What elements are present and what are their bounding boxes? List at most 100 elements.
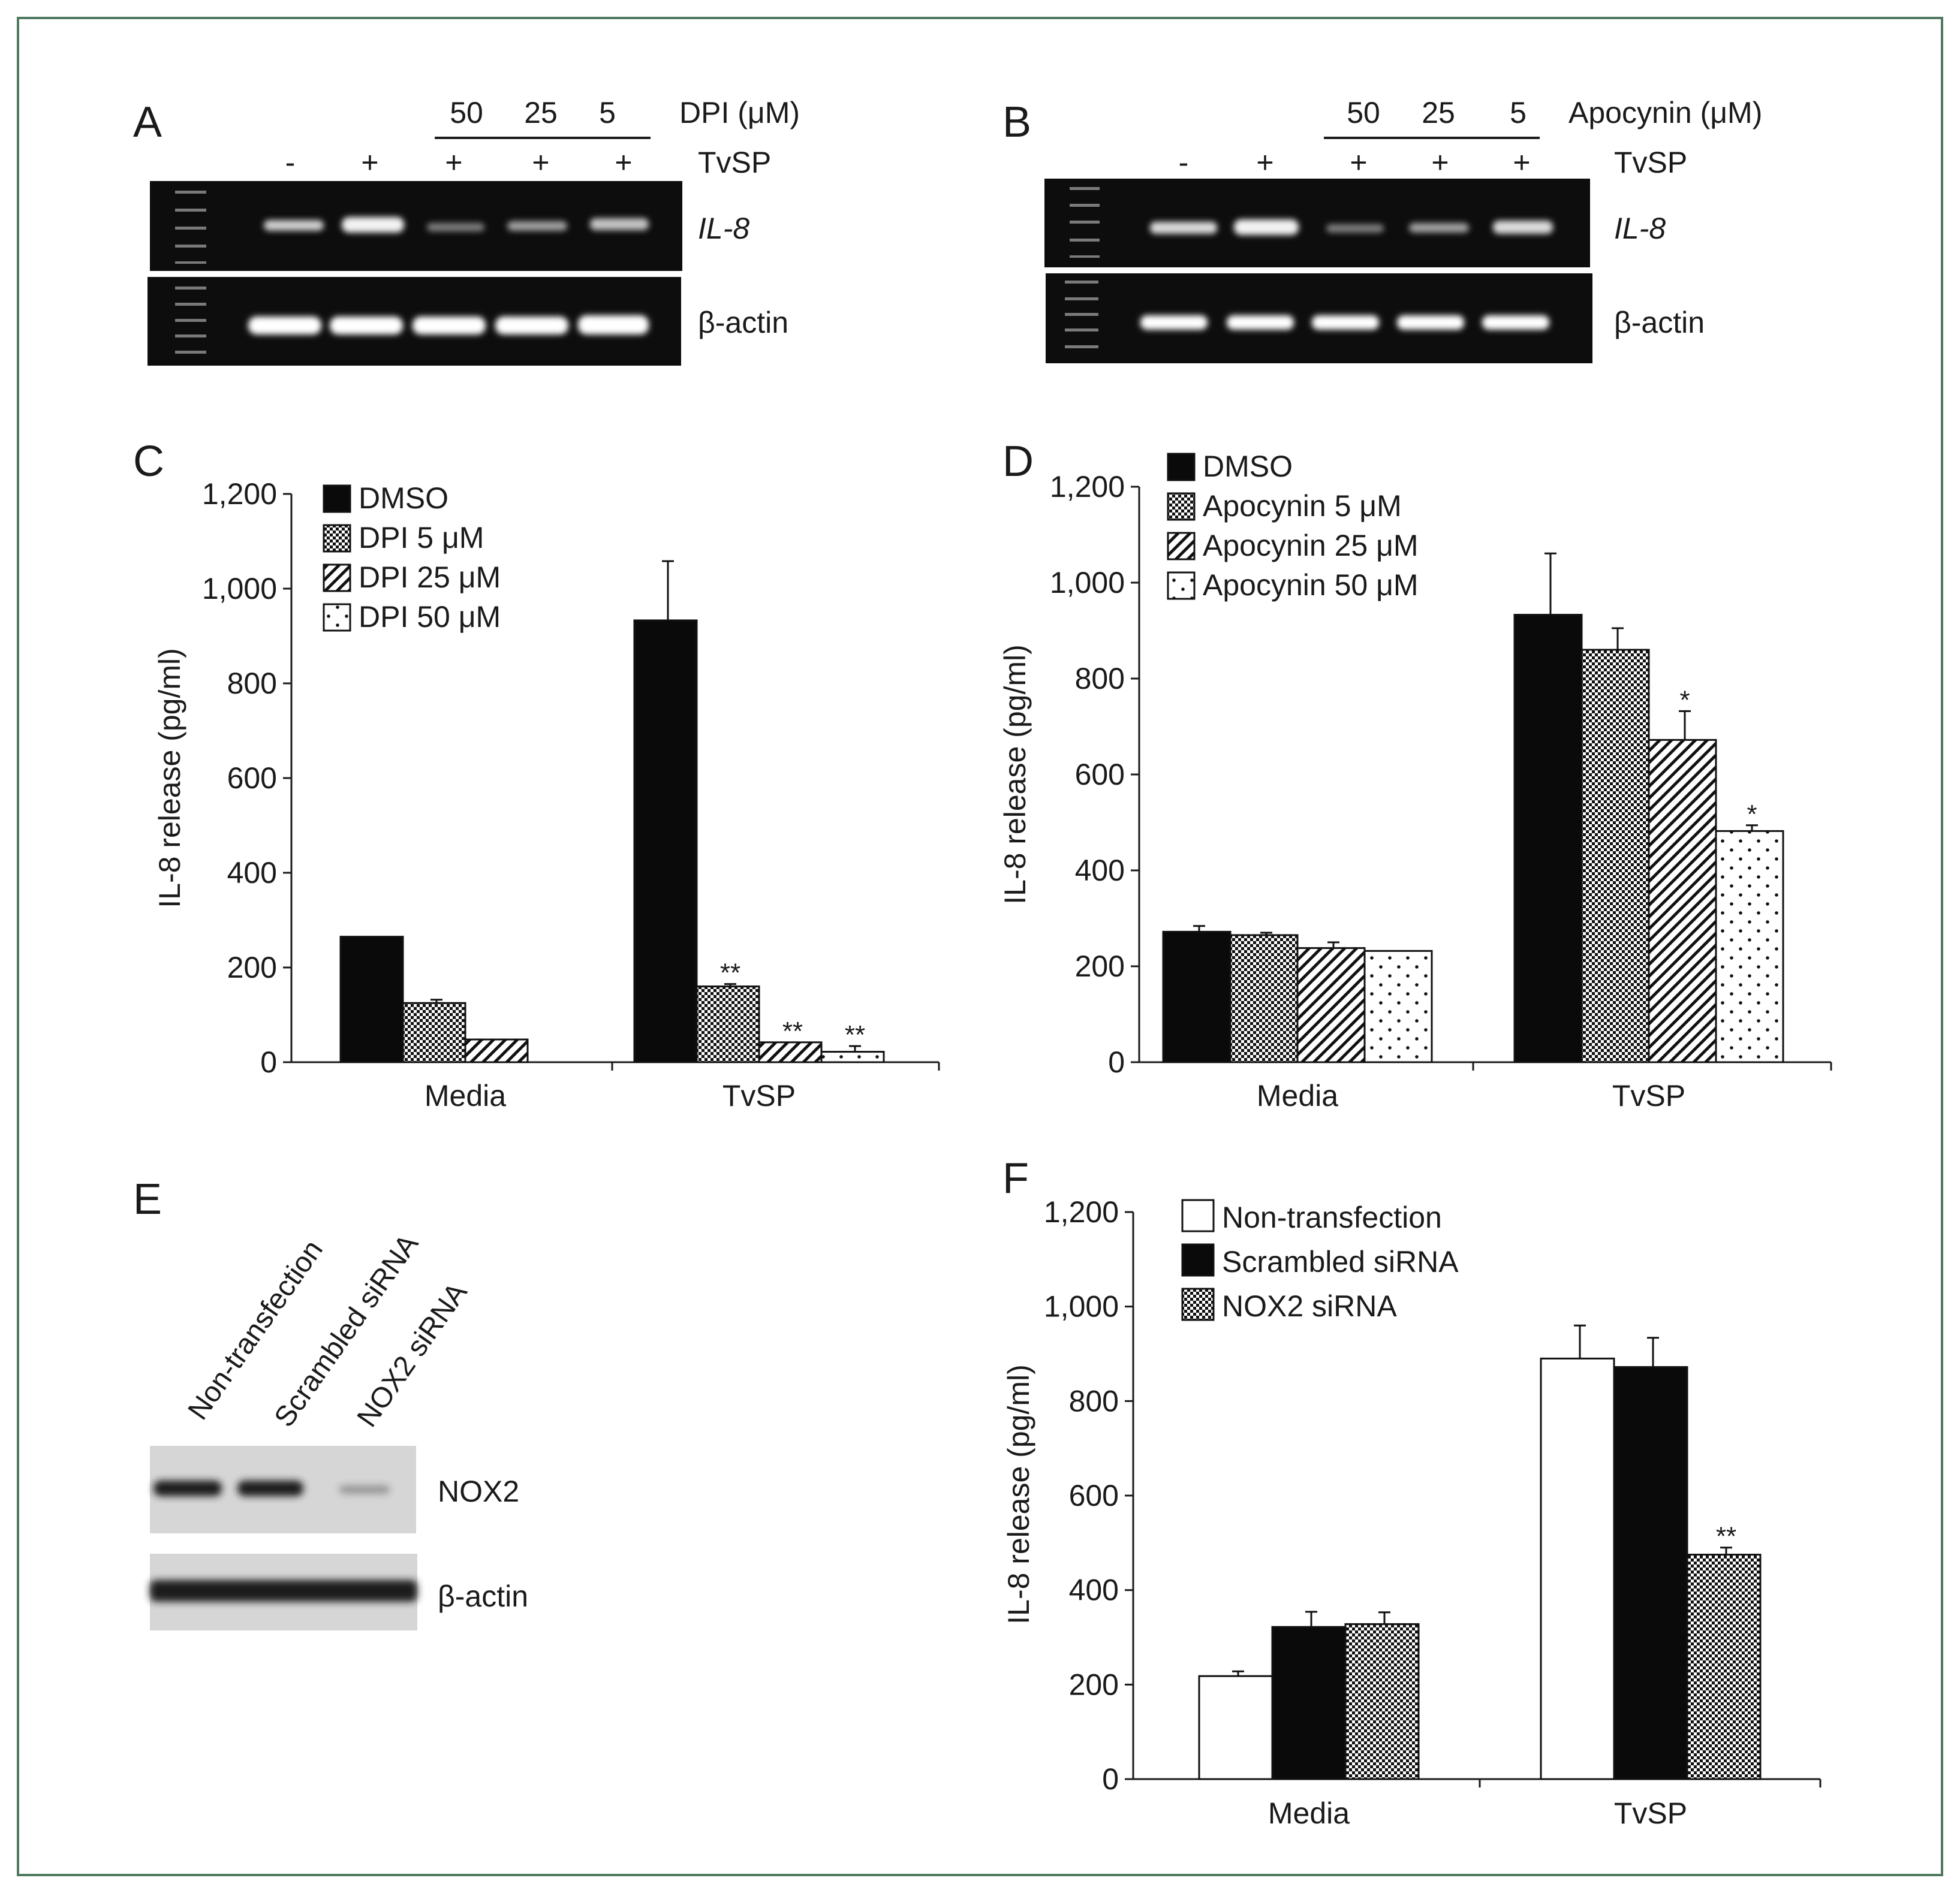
significance-mark: * xyxy=(1747,800,1757,829)
legend-label: DPI 5 μM xyxy=(359,521,484,554)
y-tick-label: 600 xyxy=(227,761,277,795)
panel-a: A 50 25 5 DPI (μM) - + + + + TvSP xyxy=(133,96,800,366)
legend-swatch xyxy=(1181,1199,1215,1232)
legend-label: DMSO xyxy=(1203,450,1293,483)
y-tick-label: 400 xyxy=(1075,854,1125,887)
bar xyxy=(1513,614,1583,1063)
bar xyxy=(820,1051,885,1063)
y-tick-label: 0 xyxy=(260,1045,277,1079)
legend-label: DMSO xyxy=(359,481,448,515)
bar xyxy=(1363,949,1433,1063)
ladder xyxy=(1065,187,1100,348)
ladder xyxy=(175,191,206,354)
lane-sign: + xyxy=(1431,146,1449,179)
legend-swatch xyxy=(1167,492,1196,521)
lane-sign: - xyxy=(285,146,296,179)
lane-sign: + xyxy=(1513,146,1530,179)
y-tick-label: 1,000 xyxy=(1044,1290,1119,1324)
dose-axis-title: DPI (μM) xyxy=(679,96,800,129)
y-tick-label: 1,200 xyxy=(1050,470,1125,504)
chart-c: 0 200 400 600 800 1,000 1,200 IL-8 release (pg/… xyxy=(153,477,940,1113)
bar xyxy=(1296,947,1366,1063)
lane-sign: + xyxy=(615,146,632,179)
bar xyxy=(1271,1626,1347,1780)
x-tick-label: Media xyxy=(1257,1079,1338,1113)
y-tick-label: 1,000 xyxy=(202,572,277,605)
bar xyxy=(1715,830,1784,1063)
bar xyxy=(1580,649,1650,1063)
chart-d: 0 200 400 600 800 1,000 1,200 IL-8 release (pg/… xyxy=(998,450,1832,1113)
gene-label: IL-8 xyxy=(1614,212,1666,245)
x-tick-label: TvSP xyxy=(1612,1079,1685,1113)
legend-swatch xyxy=(1181,1243,1215,1277)
x-tick-label: Media xyxy=(1268,1796,1350,1830)
lane-sign: + xyxy=(1256,146,1273,179)
control-label: β-actin xyxy=(698,306,788,339)
lane-sign: + xyxy=(1350,146,1367,179)
bar xyxy=(633,619,698,1063)
x-tick-label: TvSP xyxy=(1614,1796,1687,1830)
legend-swatch xyxy=(323,563,351,592)
y-axis-label: IL-8 release (pg/ml) xyxy=(153,648,186,908)
legend-label: NOX2 siRNA xyxy=(1222,1289,1397,1323)
bar xyxy=(1613,1366,1688,1780)
lane-sign: + xyxy=(361,146,378,179)
panel-letter-d: D xyxy=(1002,438,1034,486)
y-tick-label: 0 xyxy=(1102,1762,1119,1796)
treatment-label: TvSP xyxy=(698,146,771,179)
actin-bands xyxy=(1140,315,1549,330)
y-tick-label: 600 xyxy=(1075,758,1125,791)
bar xyxy=(1229,934,1299,1063)
significance-mark: ** xyxy=(845,1020,865,1050)
panel-letter-a: A xyxy=(133,98,162,146)
y-tick-label: 200 xyxy=(1069,1668,1119,1701)
control-label: β-actin xyxy=(1614,306,1705,339)
dose-label: 50 xyxy=(1347,96,1380,129)
figure-border xyxy=(17,17,1943,1876)
legend-label: Scrambled siRNA xyxy=(1222,1245,1459,1279)
lane-sign: + xyxy=(532,146,549,179)
y-tick-label: 400 xyxy=(227,856,277,890)
significance-mark: * xyxy=(1679,685,1690,715)
significance-mark: ** xyxy=(782,1017,803,1046)
panel-letter-b: B xyxy=(1002,98,1031,146)
chart-f: 0 200 400 600 800 1,000 1,200 IL-8 release (pg/… xyxy=(1002,1195,1821,1830)
panel-letter-e: E xyxy=(133,1175,162,1223)
y-tick-label: 400 xyxy=(1069,1574,1119,1607)
dose-label: 50 xyxy=(450,96,483,129)
il8-bands xyxy=(1150,219,1553,235)
bar xyxy=(1648,738,1717,1063)
panel-letter-c: C xyxy=(133,438,164,486)
bar xyxy=(1540,1357,1615,1780)
bar xyxy=(402,1002,466,1063)
actin-bands xyxy=(248,315,649,334)
lane-sign: + xyxy=(445,146,462,179)
bar xyxy=(464,1038,529,1063)
dose-axis-title: Apocynin (μM) xyxy=(1568,96,1762,129)
bar xyxy=(339,936,404,1063)
dose-label: 25 xyxy=(524,96,558,129)
significance-mark: ** xyxy=(1716,1522,1736,1551)
legend-swatch xyxy=(1167,453,1196,481)
bar xyxy=(1198,1675,1273,1780)
bar xyxy=(1344,1623,1420,1780)
y-tick-label: 600 xyxy=(1069,1479,1119,1512)
legend-swatch xyxy=(1167,571,1196,600)
legend-label: DPI 25 μM xyxy=(359,560,501,594)
treatment-label: TvSP xyxy=(1614,146,1687,179)
dose-label: 25 xyxy=(1422,96,1455,129)
panel-b: B 50 25 5 Apocynin (μM) - + + + + TvSP xyxy=(1002,96,1762,363)
bar xyxy=(696,985,760,1063)
il8-bands xyxy=(264,217,649,233)
band-label: NOX2 xyxy=(438,1475,519,1508)
legend-label: Apocynin 5 μM xyxy=(1203,489,1402,523)
legend-swatch xyxy=(323,524,351,553)
legend-swatch xyxy=(323,484,351,513)
x-tick-label: TvSP xyxy=(722,1079,796,1113)
dose-label: 5 xyxy=(1510,96,1527,129)
legend-label: Apocynin 50 μM xyxy=(1203,568,1419,602)
legend-swatch xyxy=(323,603,351,632)
lane-sign: - xyxy=(1179,146,1189,179)
